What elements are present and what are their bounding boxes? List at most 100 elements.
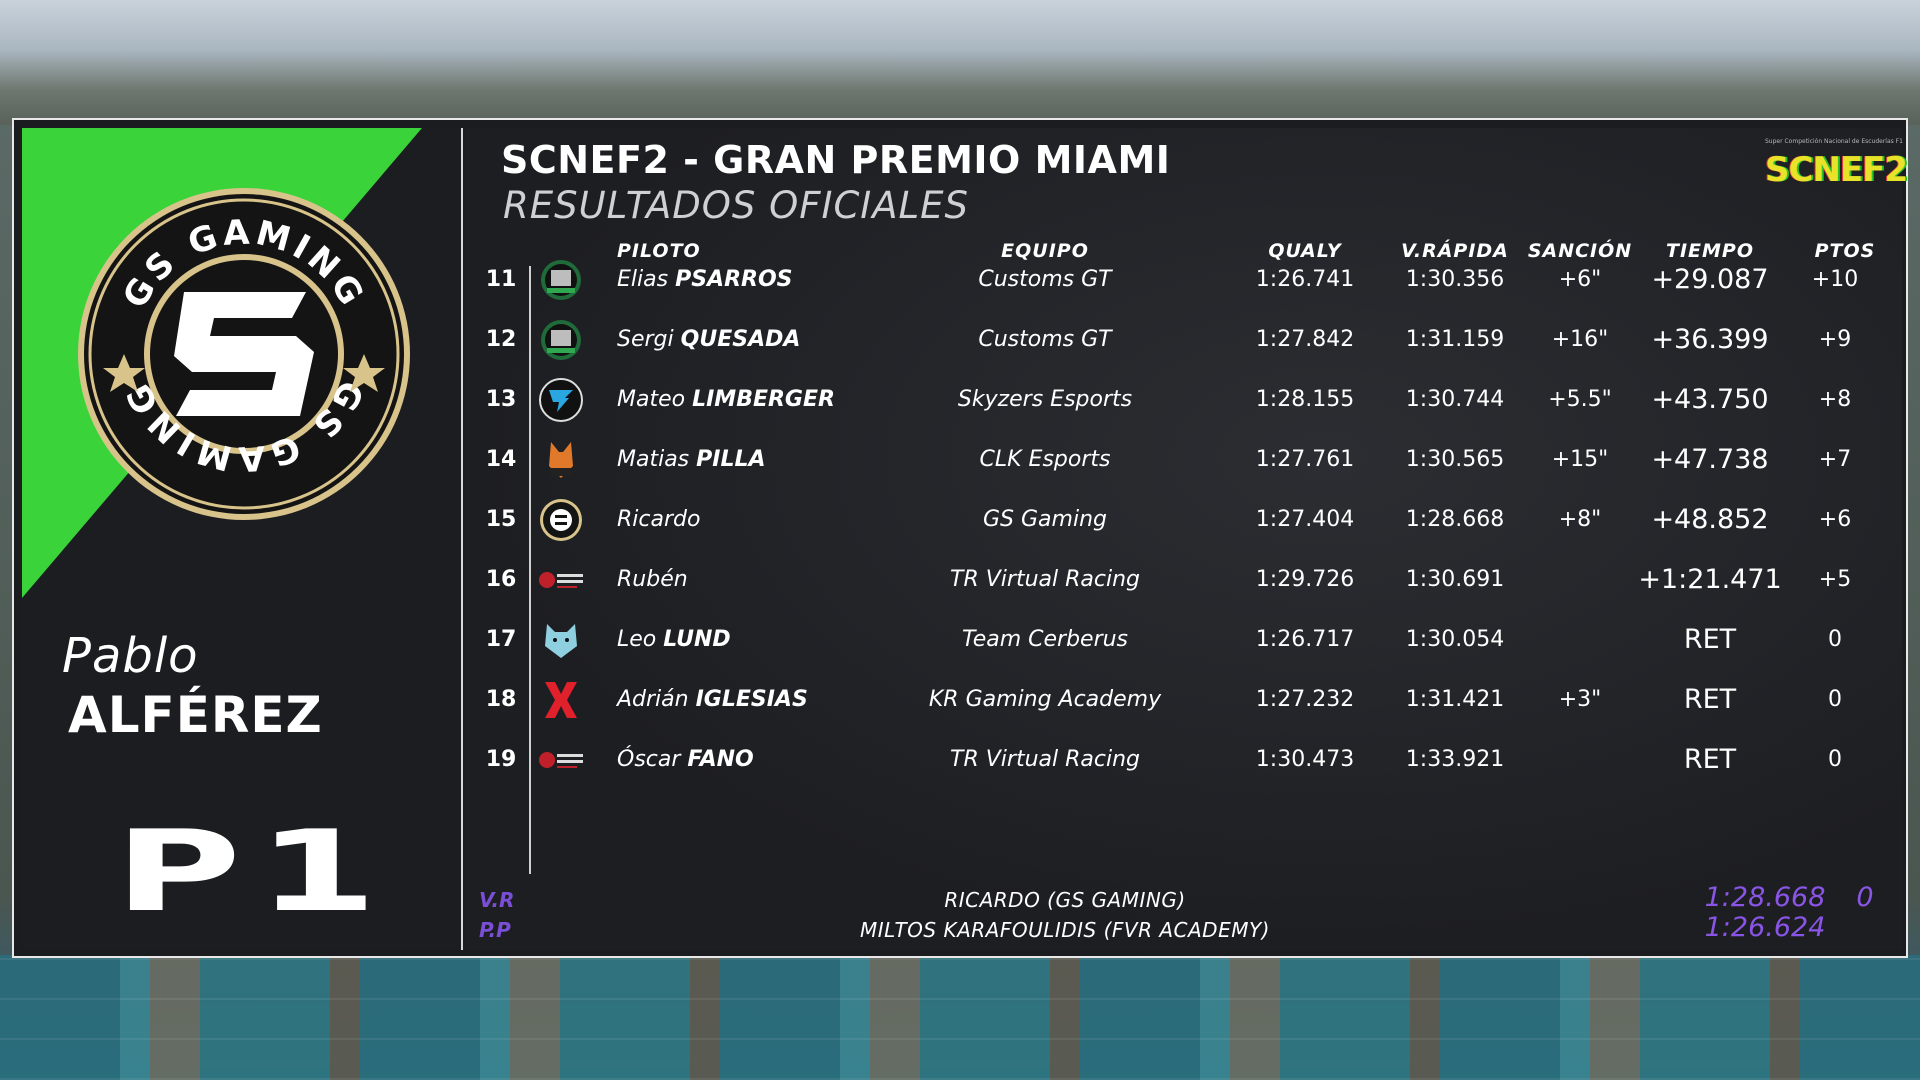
pole-position-time: 1:26.624	[1704, 912, 1826, 943]
row-points: +6	[1818, 507, 1852, 532]
row-position: 13	[485, 387, 517, 412]
row-penalty: +8"	[1558, 507, 1602, 532]
row-fastest-lap: 1:30.744	[1405, 387, 1505, 412]
brand-tagline: Super Competición Nacional de Escuderías…	[1765, 138, 1903, 145]
row-team-logo	[537, 432, 593, 488]
row-points: +5	[1818, 567, 1852, 592]
row-time: RET	[1683, 684, 1737, 715]
column-header-fastest-lap: V.RÁPIDA	[1401, 240, 1509, 262]
row-team-logo	[537, 252, 593, 308]
table-row: 17 Leo LUND Team Cerberus 1:26.717 1:30.054 R…	[465, 612, 1902, 668]
row-driver-last: LUND	[663, 627, 731, 652]
column-header-penalty: SANCIÓN	[1527, 240, 1633, 262]
scnef2-brand-logo: Super Competición Nacional de Escuderías…	[1765, 138, 1908, 198]
row-position: 18	[485, 687, 517, 712]
row-driver-first: Elias	[617, 267, 669, 292]
row-fastest-lap: 1:30.356	[1405, 267, 1505, 292]
row-position: 16	[485, 567, 517, 592]
row-driver-first: Sergi	[617, 327, 674, 352]
row-time: RET	[1683, 744, 1737, 775]
row-points: +7	[1818, 447, 1852, 472]
row-team: CLK Esports	[979, 447, 1111, 472]
row-fastest-lap: 1:30.691	[1405, 567, 1505, 592]
table-row: 15 Ricardo GS Gaming 1:27.404 1:28.668 +8" +4…	[465, 492, 1902, 548]
winner-position: P1	[114, 807, 394, 937]
row-driver: Mateo LIMBERGER	[617, 372, 947, 428]
fastest-lap-points: 0	[1856, 882, 1874, 913]
row-driver-last: PILLA	[696, 447, 766, 472]
row-penalty: +16"	[1551, 327, 1609, 352]
row-team-logo	[537, 672, 593, 728]
pole-position-holder: MILTOS KARAFOULIDIS (FVR ACADEMY)	[860, 918, 1270, 942]
row-points: 0	[1828, 747, 1842, 772]
row-time: +43.750	[1651, 384, 1769, 415]
row-penalty	[1525, 552, 1635, 608]
row-time: +1:21.471	[1638, 564, 1782, 595]
row-driver: Leo LUND	[617, 612, 947, 668]
row-qualy: 1:26.717	[1255, 627, 1355, 652]
row-penalty: +3"	[1558, 687, 1602, 712]
fastest-lap-label: V.R	[479, 888, 515, 912]
row-position: 12	[485, 327, 517, 352]
row-penalty: +5.5"	[1548, 387, 1612, 412]
row-driver-first: Óscar	[617, 747, 681, 772]
row-team: Team Cerberus	[961, 627, 1129, 652]
row-driver: Ricardo	[617, 492, 947, 548]
row-penalty: +15"	[1551, 447, 1609, 472]
row-driver: Óscar FANO	[617, 732, 947, 788]
page-title: SCNEF2 - GRAN PREMIO MIAMI	[501, 138, 1171, 182]
row-team: Customs GT	[978, 327, 1112, 352]
column-header-qualy: QUALY	[1268, 240, 1342, 262]
gs-gaming-emblem-icon: GS GAMING GS GAMING	[78, 188, 410, 520]
page-subtitle: RESULTADOS OFICIALES	[503, 184, 969, 227]
row-time: +36.399	[1651, 324, 1769, 355]
brand-name: SCNEF2	[1765, 150, 1908, 190]
row-time: +47.738	[1651, 444, 1769, 475]
row-driver: Elias PSARROS	[617, 252, 947, 308]
row-driver-last: PSARROS	[675, 267, 793, 292]
gs-gaming-logo: GS GAMING GS GAMING	[74, 184, 414, 524]
table-row: 13 Mateo LIMBERGER Skyzers Esports 1:28.155…	[465, 372, 1902, 428]
table-row: 16 Rubén TR Virtual Racing 1:29.726 1:30.69…	[465, 552, 1902, 608]
row-driver-last: QUESADA	[680, 327, 801, 352]
row-qualy: 1:30.473	[1255, 747, 1355, 772]
row-driver: Sergi QUESADA	[617, 312, 947, 368]
row-driver-first: Adrián	[617, 687, 689, 712]
row-driver-first: Ricardo	[617, 507, 701, 532]
fastest-lap-holder: RICARDO (GS GAMING)	[944, 888, 1186, 912]
row-qualy: 1:27.761	[1255, 447, 1355, 472]
results-panel: SCNEF2 - GRAN PREMIO MIAMI RESULTADOS OF…	[465, 128, 1908, 950]
row-team-logo	[537, 372, 593, 428]
row-position: 14	[485, 447, 517, 472]
winner-last-name: ALFÉREZ	[68, 686, 323, 744]
row-position: 17	[485, 627, 517, 652]
customs-gt-icon	[541, 320, 581, 360]
row-team: GS Gaming	[983, 507, 1107, 532]
row-position: 19	[485, 747, 517, 772]
table-divider	[529, 266, 531, 874]
row-fastest-lap: 1:30.565	[1405, 447, 1505, 472]
row-time: +48.852	[1651, 504, 1769, 535]
row-driver: Rubén	[617, 552, 947, 608]
row-points: +10	[1811, 267, 1859, 292]
column-header-time: TIEMPO	[1666, 240, 1754, 262]
row-team: TR Virtual Racing	[950, 747, 1140, 772]
kr-gaming-icon	[545, 682, 577, 718]
row-qualy: 1:29.726	[1255, 567, 1355, 592]
row-team: TR Virtual Racing	[950, 567, 1140, 592]
row-qualy: 1:28.155	[1255, 387, 1355, 412]
row-team-logo	[537, 732, 593, 788]
pole-position-label: P.P	[479, 918, 511, 942]
row-team-logo	[537, 552, 593, 608]
column-header-team: EQUIPO	[1001, 240, 1089, 262]
clk-fox-icon	[549, 442, 573, 478]
row-penalty	[1525, 732, 1635, 788]
row-qualy: 1:26.741	[1255, 267, 1355, 292]
row-team: Skyzers Esports	[957, 387, 1133, 412]
skyzers-icon	[539, 378, 583, 422]
row-team: Customs GT	[978, 267, 1112, 292]
row-team: KR Gaming Academy	[928, 687, 1162, 712]
row-driver: Adrián IGLESIAS	[617, 672, 947, 728]
winner-panel: GS GAMING GS GAMING Pablo ALFÉREZ P1	[22, 128, 463, 950]
row-team-logo	[537, 492, 593, 548]
